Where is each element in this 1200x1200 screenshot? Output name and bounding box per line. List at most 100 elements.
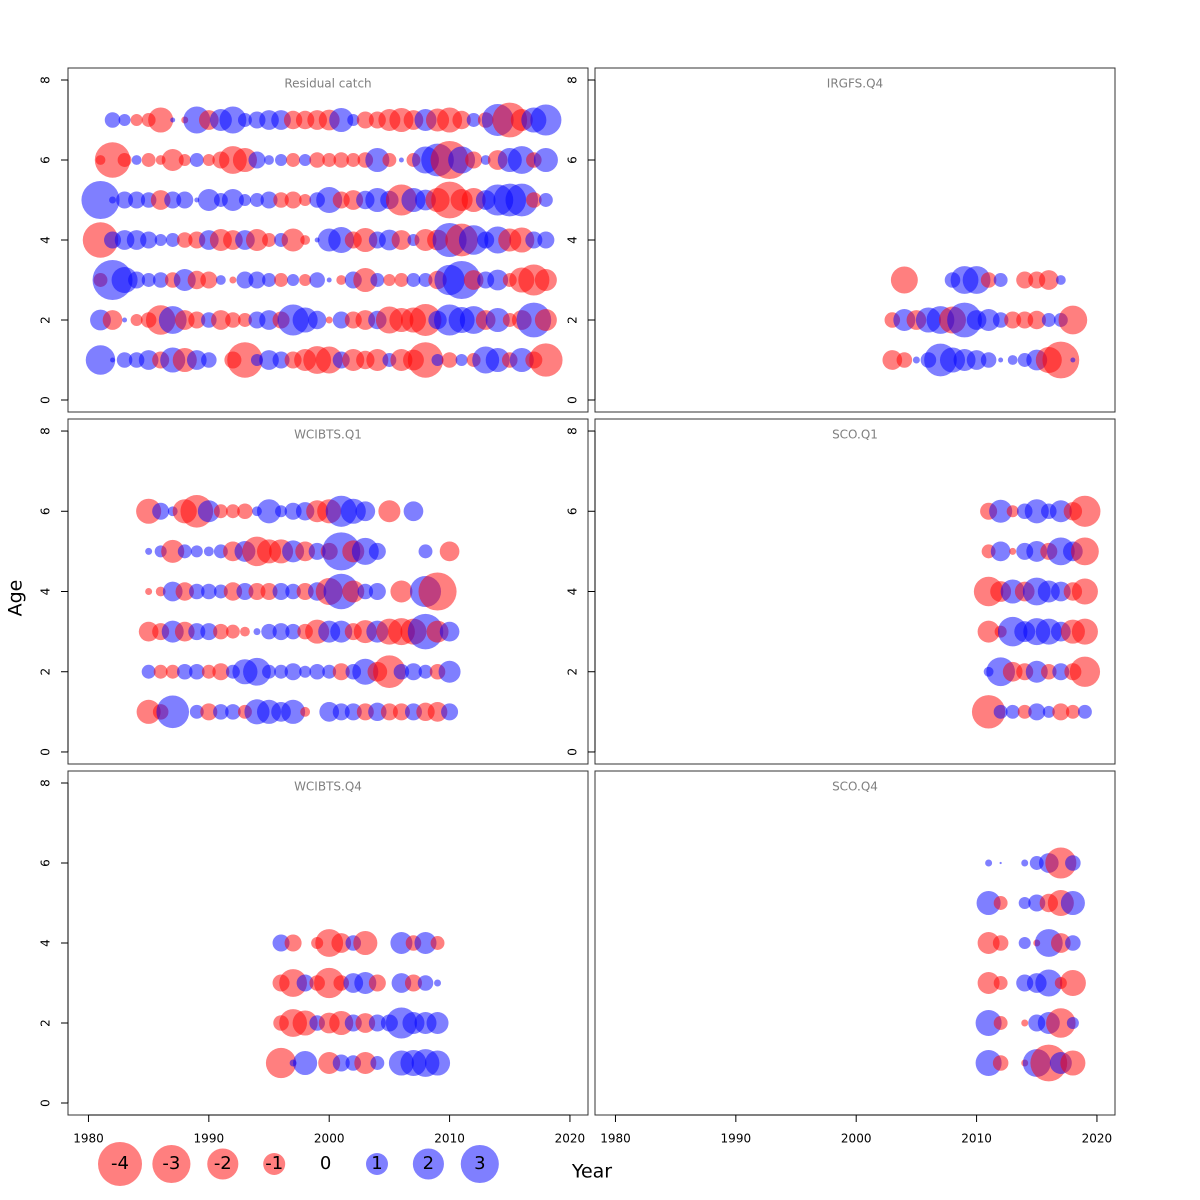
residual-bubble [529, 343, 563, 377]
residual-bubble [316, 186, 343, 214]
residual-bubble [382, 153, 397, 167]
residual-bubble [1070, 537, 1099, 566]
residual-bubble [356, 111, 374, 129]
residual-bubble [353, 930, 378, 956]
y-tick-label: 0 [39, 396, 53, 404]
residual-bubble [1002, 661, 1023, 682]
residual-bubble [977, 932, 1000, 954]
residual-bubble [136, 699, 161, 724]
residual-bubble [138, 621, 159, 642]
residual-bubble [200, 623, 218, 641]
residual-bubble [993, 896, 1008, 910]
residual-bubble [1021, 859, 1029, 867]
residual-bubble [1025, 660, 1048, 683]
residual-bubble [439, 621, 460, 642]
residual-bubble [197, 189, 220, 211]
legend-label: -2 [214, 1153, 232, 1174]
residual-bubble [117, 153, 132, 167]
x-tick-label: 2000 [841, 1132, 872, 1146]
residual-bubble [328, 226, 355, 254]
residual-bubble [426, 1012, 449, 1034]
residual-bubble [197, 500, 220, 523]
residual-bubble [1006, 505, 1019, 518]
residual-bubble [538, 193, 553, 207]
legend-bubble [366, 1153, 388, 1175]
residual-bubble [236, 271, 254, 289]
residual-bubble [1004, 311, 1022, 329]
residual-bubble [299, 273, 312, 287]
residual-bubble [975, 1009, 1002, 1037]
residual-bubble [178, 153, 191, 167]
residual-bubble [452, 110, 471, 130]
residual-bubble [332, 703, 350, 721]
residual-bubble [202, 153, 215, 167]
residual-bubble [368, 582, 386, 601]
residual-bubble [256, 499, 282, 524]
residual-bubble [1017, 704, 1032, 719]
y-tick-label: 4 [39, 588, 53, 596]
residual-bubble [1005, 704, 1020, 719]
residual-bubble [1028, 703, 1046, 721]
residual-bubble [148, 107, 174, 133]
residual-bubble [238, 193, 251, 207]
residual-bubble [347, 113, 360, 127]
residual-bubble [534, 309, 557, 331]
residual-bubble [1065, 704, 1080, 719]
y-tick-label: 8 [39, 76, 53, 84]
residual-bubble [977, 620, 1000, 643]
residual-bubble [131, 155, 142, 165]
residual-bubble [152, 272, 169, 288]
residual-bubble [332, 663, 350, 681]
residual-bubble [533, 147, 558, 173]
residual-bubble [977, 972, 1000, 994]
residual-bubble [331, 933, 352, 953]
panel-title: Residual catch [284, 77, 371, 91]
legend-label: -4 [111, 1153, 129, 1174]
y-tick-label: 2 [39, 1019, 53, 1027]
residual-bubble [225, 504, 240, 519]
legend-label: 3 [474, 1153, 485, 1174]
residual-bubble [262, 273, 276, 287]
residual-bubble [406, 273, 421, 287]
residual-bubble [1026, 540, 1048, 562]
residual-bubble [189, 663, 205, 680]
panel-title: SCO.Q4 [832, 780, 878, 794]
residual-bubble [221, 189, 244, 211]
residual-bubble [989, 499, 1013, 523]
residual-bubble [272, 934, 290, 952]
residual-bubble [392, 703, 410, 721]
residual-bubble [82, 222, 119, 258]
residual-bubble [378, 500, 401, 523]
residual-bubble [404, 663, 422, 681]
panel-title: WCIBTS.Q1 [294, 428, 362, 442]
residual-bubble [225, 624, 240, 639]
y-tick-label: 4 [39, 939, 53, 947]
residual-bubble [128, 191, 146, 209]
residual-bubble [890, 266, 918, 294]
residual-bubble [525, 231, 543, 249]
legend-label: 1 [371, 1153, 382, 1174]
residual-bubble [466, 113, 481, 127]
y-tick-label: 0 [566, 748, 580, 756]
residual-bubble [1050, 933, 1071, 953]
residual-bubble [407, 342, 444, 378]
residual-bubble [354, 1052, 377, 1074]
y-tick-label: 4 [566, 236, 580, 244]
x-tick-label: 2000 [314, 1132, 345, 1146]
x-tick-label: 2020 [1082, 1132, 1113, 1146]
residual-bubble [380, 703, 398, 721]
residual-bubble [1021, 1019, 1029, 1027]
residual-bubble [404, 974, 422, 992]
residual-bubble [94, 142, 131, 178]
residual-bubble [170, 117, 176, 123]
residual-bubble [332, 311, 350, 329]
residual-bubble [1055, 275, 1066, 285]
residual-bubble [455, 353, 468, 367]
residual-bubble [174, 621, 195, 642]
residual-bubble [391, 230, 412, 250]
y-tick-label: 8 [39, 427, 53, 435]
y-tick-label: 2 [566, 668, 580, 676]
residual-bubble [174, 310, 195, 330]
residual-bubble [130, 113, 143, 127]
residual-bubble [130, 313, 143, 327]
